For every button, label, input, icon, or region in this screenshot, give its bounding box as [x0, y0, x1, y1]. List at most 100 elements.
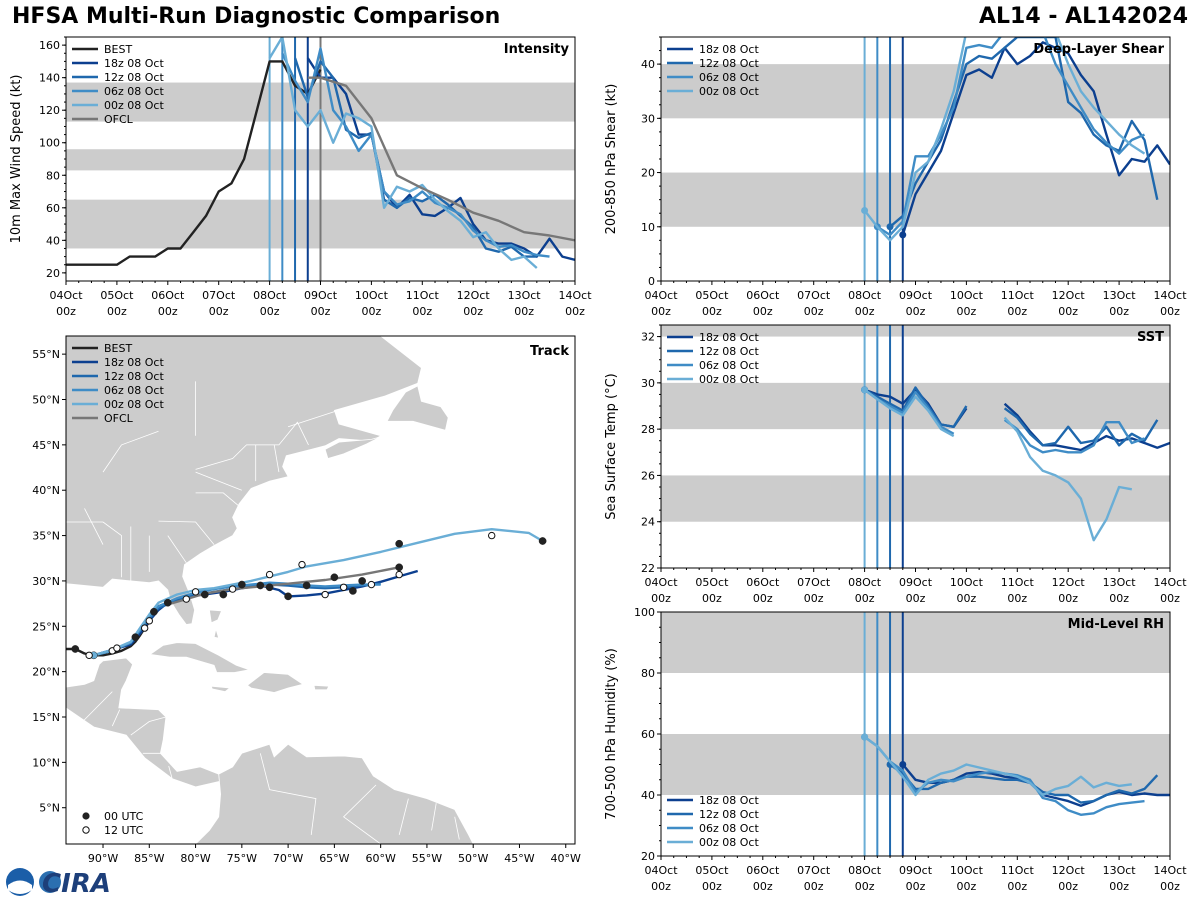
- band-rh-1: [661, 612, 1170, 673]
- state-border-13: [84, 508, 104, 545]
- track-marker-12utc-3: [140, 624, 149, 632]
- track-marker-12utc-4: [145, 617, 153, 625]
- x-tick-label-rh-0: 04Oct: [644, 864, 678, 877]
- track-marker-12utc-5: [182, 595, 191, 603]
- track-marker-00utc-14: [358, 577, 366, 585]
- track-marker-12utc-0: [85, 651, 93, 660]
- series-line-shear-0: [901, 41, 1170, 236]
- land-polygon-2: [324, 436, 381, 459]
- noaa-wave-icon: [8, 880, 32, 894]
- panel-title-rh: Mid-Level RH: [1068, 617, 1164, 632]
- series-line-shear-3: [863, 37, 1146, 242]
- x-tick-sublabel-shear-5: 00z: [906, 305, 926, 318]
- land-polygon-10: [213, 627, 220, 639]
- y-axis-label-rh: 700-500 hPa Humidity (%): [604, 648, 619, 820]
- series-line-rh-1: [889, 763, 1159, 804]
- axes-frame-track: [65, 335, 576, 845]
- legend-label-track-5: OFCL: [104, 412, 134, 425]
- track-y-tick-label-0: 5°N: [39, 802, 60, 815]
- track-x-tick-label-8: 50°W: [458, 852, 488, 865]
- x-tick-label-intensity-3: 07Oct: [202, 289, 236, 302]
- track-marker-00utc-6: [219, 590, 228, 599]
- track-x-tick-label-9: 45°W: [504, 852, 534, 865]
- x-tick-sublabel-sst-5: 00z: [906, 592, 926, 605]
- country-border-0: [82, 691, 113, 722]
- state-border-11: [102, 430, 159, 473]
- x-tick-label-shear-10: 14Oct: [1153, 289, 1187, 302]
- x-tick-label-intensity-2: 06Oct: [151, 289, 185, 302]
- x-tick-sublabel-shear-10: 00z: [1160, 305, 1180, 318]
- state-border-0: [102, 521, 122, 578]
- y-tick-label-sst-1: 24: [641, 516, 655, 529]
- legend-label-sst-3: 00z 08 Oct: [699, 373, 759, 386]
- x-tick-sublabel-rh-10: 00z: [1160, 880, 1180, 893]
- x-tick-sublabel-intensity-8: 00z: [463, 305, 483, 318]
- cira-globe-icon: [39, 871, 61, 893]
- panel-title-sst: SST: [1137, 330, 1164, 345]
- x-tick-label-intensity-1: 05Oct: [100, 289, 134, 302]
- track-marker-12utc-12: [367, 580, 376, 589]
- y-tick-label-intensity-6: 140: [39, 72, 60, 85]
- x-tick-sublabel-sst-7: 00z: [1007, 592, 1027, 605]
- track-y-tick-label-6: 35°N: [32, 530, 60, 543]
- panel-title-shear: Deep-Layer Shear: [1033, 42, 1164, 57]
- legend-label-track-4: 00z 08 Oct: [104, 398, 164, 411]
- cira-logo-text: CIRA: [42, 869, 111, 898]
- y-tick-label-intensity-1: 40: [46, 234, 60, 247]
- y-tick-label-sst-0: 22: [641, 562, 655, 575]
- x-tick-sublabel-rh-7: 00z: [1007, 880, 1027, 893]
- legend-label-intensity-4: 00z 08 Oct: [104, 99, 164, 112]
- state-border-10: [287, 408, 344, 428]
- y-tick-label-intensity-0: 20: [46, 267, 60, 280]
- track-marker-12utc-2: [113, 644, 121, 652]
- x-tick-label-shear-0: 04Oct: [644, 289, 678, 302]
- x-tick-sublabel-shear-4: 00z: [855, 305, 875, 318]
- track-x-tick-label-1: 85°W: [134, 852, 164, 865]
- y-tick-label-rh-3: 80: [641, 667, 655, 680]
- track-x-tick-label-3: 75°W: [227, 852, 257, 865]
- track-y-tick-label-2: 15°N: [32, 711, 60, 724]
- x-tick-label-sst-9: 13Oct: [1103, 576, 1137, 589]
- x-tick-sublabel-rh-0: 00z: [651, 880, 671, 893]
- x-tick-sublabel-intensity-2: 00z: [158, 305, 178, 318]
- country-border-9: [454, 816, 460, 840]
- land-polygon-5: [149, 642, 251, 673]
- track-y-tick-label-7: 40°N: [32, 484, 60, 497]
- panel-title-intensity: Intensity: [504, 42, 570, 57]
- x-tick-sublabel-sst-4: 00z: [855, 592, 875, 605]
- y-tick-label-intensity-2: 60: [46, 202, 60, 215]
- x-tick-label-intensity-9: 13Oct: [508, 289, 542, 302]
- y-tick-label-intensity-7: 160: [39, 39, 60, 52]
- x-tick-sublabel-intensity-7: 00z: [412, 305, 432, 318]
- y-axis-label-intensity: 10m Max Wind Speed (kt): [9, 75, 24, 244]
- band-sst-2: [661, 325, 1170, 337]
- x-tick-label-intensity-4: 08Oct: [253, 289, 287, 302]
- y-tick-label-shear-3: 30: [641, 112, 655, 125]
- legend-label-track-3: 06z 08 Oct: [104, 384, 164, 397]
- x-tick-sublabel-rh-4: 00z: [855, 880, 875, 893]
- track-y-tick-label-1: 10°N: [32, 756, 60, 769]
- track-marker-00utc-9: [265, 583, 274, 592]
- land-polygon-4: [195, 743, 474, 844]
- x-tick-label-intensity-0: 04Oct: [49, 289, 83, 302]
- x-tick-label-sst-8: 12Oct: [1052, 576, 1086, 589]
- y-tick-label-intensity-5: 120: [39, 104, 60, 117]
- track-marker-12utc-8: [265, 570, 274, 579]
- x-tick-label-intensity-5: 09Oct: [304, 289, 338, 302]
- x-tick-label-shear-7: 11Oct: [1001, 289, 1035, 302]
- y-tick-label-rh-0: 20: [641, 850, 655, 863]
- x-tick-sublabel-sst-0: 00z: [651, 592, 671, 605]
- legend-marker-12utc: [82, 826, 90, 834]
- x-tick-label-intensity-8: 12Oct: [457, 289, 491, 302]
- x-tick-sublabel-shear-7: 00z: [1007, 305, 1027, 318]
- y-tick-label-shear-1: 10: [641, 221, 655, 234]
- series-line-sst-3: [863, 388, 1133, 542]
- series-line-intensity-0: [66, 60, 322, 266]
- x-tick-label-intensity-10: 14Oct: [558, 289, 592, 302]
- x-tick-label-sst-2: 06Oct: [746, 576, 780, 589]
- legend-label-intensity-3: 06z 08 Oct: [104, 85, 164, 98]
- x-tick-sublabel-rh-3: 00z: [804, 880, 824, 893]
- x-tick-sublabel-shear-9: 00z: [1109, 305, 1129, 318]
- track-y-tick-label-4: 25°N: [32, 620, 60, 633]
- x-tick-sublabel-intensity-0: 00z: [56, 305, 76, 318]
